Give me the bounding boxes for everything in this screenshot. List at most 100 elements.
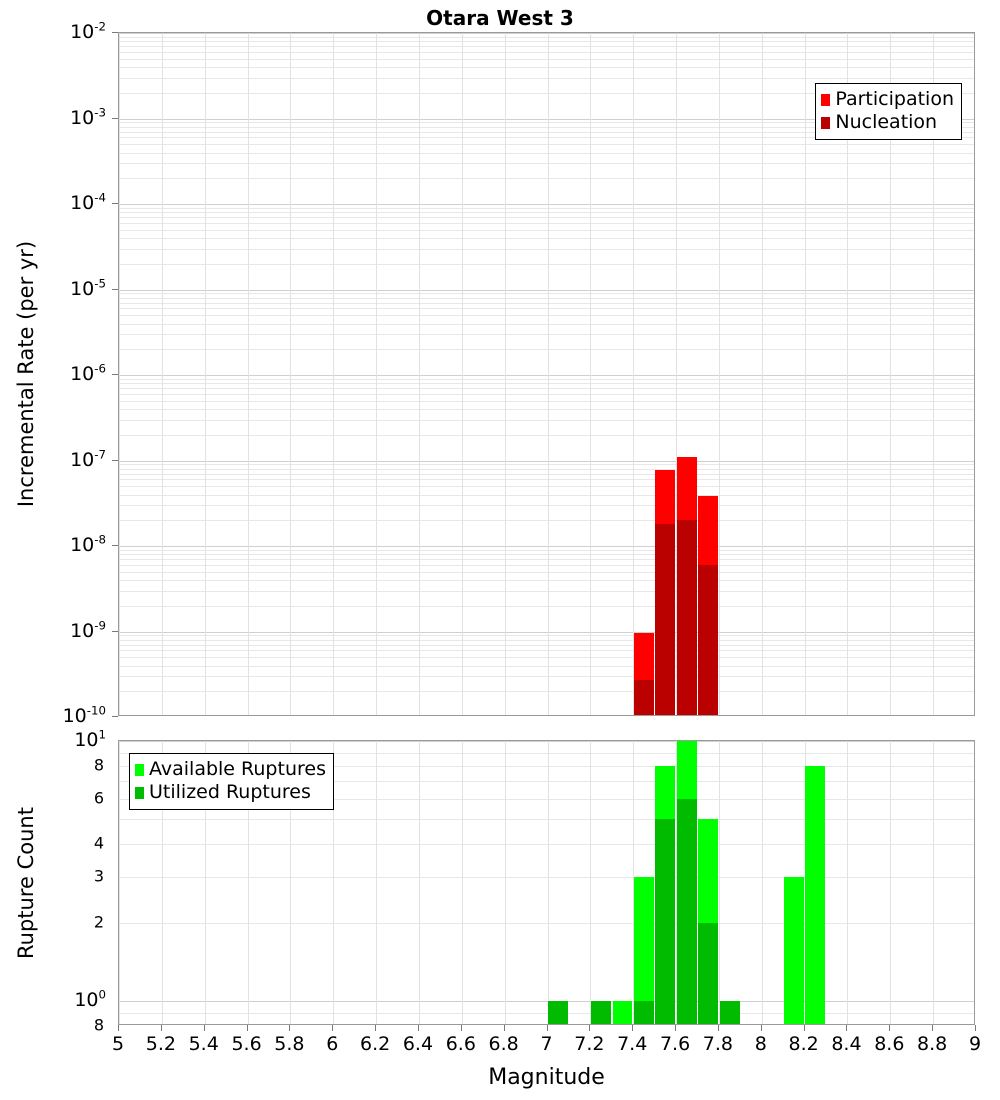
- x-tick-label: 8.6: [874, 1033, 904, 1055]
- tick-mark: [547, 1025, 548, 1031]
- bar-nucleation-m7.7: [698, 565, 718, 716]
- tick-mark: [761, 1025, 762, 1031]
- tick-mark: [332, 1025, 333, 1031]
- tick-mark: [632, 1025, 633, 1031]
- x-tick-label: 6.6: [446, 1033, 476, 1055]
- tick-mark: [204, 1025, 205, 1031]
- x-tick-label: 8.8: [917, 1033, 947, 1055]
- bar-utilized-m7.2: [591, 1001, 611, 1025]
- tick-mark: [118, 1025, 119, 1031]
- vertical-gridline: [505, 741, 506, 1024]
- bar-utilized-m7.7: [698, 923, 718, 1025]
- vertical-gridline: [590, 741, 591, 1024]
- legend-incremental-rate: Participation Nucleation: [815, 83, 962, 140]
- x-tick-label: 8: [755, 1033, 767, 1055]
- vertical-gridline: [719, 741, 720, 1024]
- tick-mark: [289, 1025, 290, 1031]
- bar-utilized-m7.5: [655, 819, 675, 1025]
- x-tick-label: 5: [112, 1033, 124, 1055]
- tick-mark: [112, 545, 118, 546]
- x-tick-label: 9: [969, 1033, 981, 1055]
- x-tick-label: 7: [540, 1033, 552, 1055]
- tick-mark: [247, 1025, 248, 1031]
- y-tick-label-top: 10-8: [0, 534, 106, 556]
- y-axis-title-top: Incremental Rate (per yr): [14, 241, 38, 507]
- tick-mark: [112, 203, 118, 204]
- tick-mark: [112, 716, 118, 717]
- vertical-gridline: [590, 33, 591, 715]
- legend-item-nucleation: Nucleation: [821, 111, 954, 134]
- tick-mark: [112, 460, 118, 461]
- bar-nucleation-m7.4: [634, 680, 654, 716]
- tick-mark: [112, 374, 118, 375]
- x-tick-label: 5.2: [146, 1033, 176, 1055]
- vertical-gridline: [847, 741, 848, 1024]
- vertical-gridline: [762, 33, 763, 715]
- vertical-gridline: [719, 33, 720, 715]
- tick-mark: [889, 1025, 890, 1031]
- vertical-gridline: [548, 741, 549, 1024]
- tick-mark: [112, 631, 118, 632]
- vertical-gridline: [933, 741, 934, 1024]
- bar-utilized-m7.8: [720, 1001, 740, 1025]
- y-tick-label-top: 10-4: [0, 192, 106, 214]
- vertical-gridline: [548, 33, 549, 715]
- vertical-gridline: [805, 33, 806, 715]
- bar-nucleation-m7.6: [677, 520, 697, 716]
- participation-swatch-icon: [821, 94, 830, 106]
- y-tick-label-bottom-minor: 6: [0, 788, 104, 807]
- x-tick-label: 6.4: [403, 1033, 433, 1055]
- vertical-gridline: [419, 33, 420, 715]
- page-title: Otara West 3: [0, 6, 1000, 30]
- tick-mark: [975, 1025, 976, 1031]
- y-tick-label-bottom: 101: [0, 729, 106, 751]
- legend-rupture-count: Available Ruptures Utilized Ruptures: [129, 753, 334, 810]
- bar-available-m7.3: [613, 1001, 633, 1025]
- x-tick-label: 7.2: [574, 1033, 604, 1055]
- x-tick-label: 6.2: [360, 1033, 390, 1055]
- x-tick-label: 5.8: [274, 1033, 304, 1055]
- legend-item-utilized-ruptures: Utilized Ruptures: [135, 781, 326, 804]
- tick-mark: [718, 1025, 719, 1031]
- legend-label-available-ruptures: Available Ruptures: [149, 760, 326, 779]
- y-tick-label-top: 10-9: [0, 620, 106, 642]
- figure: Otara West 3 Participation Nucleation 10…: [0, 0, 1000, 1100]
- tick-mark: [589, 1025, 590, 1031]
- vertical-gridline: [462, 33, 463, 715]
- bar-available-m8.1: [784, 877, 804, 1025]
- y-tick-label-bottom-minor: 8: [0, 1016, 104, 1035]
- vertical-gridline: [290, 33, 291, 715]
- tick-mark: [675, 1025, 676, 1031]
- vertical-gridline: [462, 741, 463, 1024]
- bar-utilized-m7.6: [677, 799, 697, 1025]
- tick-mark: [932, 1025, 933, 1031]
- tick-mark: [504, 1025, 505, 1031]
- x-tick-label: 8.4: [831, 1033, 861, 1055]
- vertical-gridline: [205, 33, 206, 715]
- vertical-gridline: [376, 33, 377, 715]
- tick-mark: [846, 1025, 847, 1031]
- tick-mark: [112, 289, 118, 290]
- tick-mark: [418, 1025, 419, 1031]
- legend-label-utilized-ruptures: Utilized Ruptures: [149, 783, 311, 802]
- y-tick-label-bottom-minor: 8: [0, 756, 104, 775]
- legend-label-nucleation: Nucleation: [835, 113, 937, 132]
- vertical-gridline: [119, 741, 120, 1024]
- vertical-gridline: [505, 33, 506, 715]
- rupture-count-plot: Available Ruptures Utilized Ruptures: [118, 740, 975, 1025]
- tick-mark: [461, 1025, 462, 1031]
- x-axis-title: Magnitude: [488, 1065, 605, 1090]
- legend-item-available-ruptures: Available Ruptures: [135, 758, 326, 781]
- incremental-rate-plot: Participation Nucleation: [118, 32, 975, 716]
- bar-nucleation-m7.5: [655, 524, 675, 716]
- vertical-gridline: [762, 741, 763, 1024]
- vertical-gridline: [376, 741, 377, 1024]
- x-tick-label: 7.4: [617, 1033, 647, 1055]
- vertical-gridline: [419, 741, 420, 1024]
- x-tick-label: 5.6: [231, 1033, 261, 1055]
- bar-utilized-m7.4: [634, 1001, 654, 1025]
- y-tick-label-top: 10-3: [0, 107, 106, 129]
- x-tick-label: 7.6: [660, 1033, 690, 1055]
- nucleation-swatch-icon: [821, 117, 830, 129]
- tick-mark: [161, 1025, 162, 1031]
